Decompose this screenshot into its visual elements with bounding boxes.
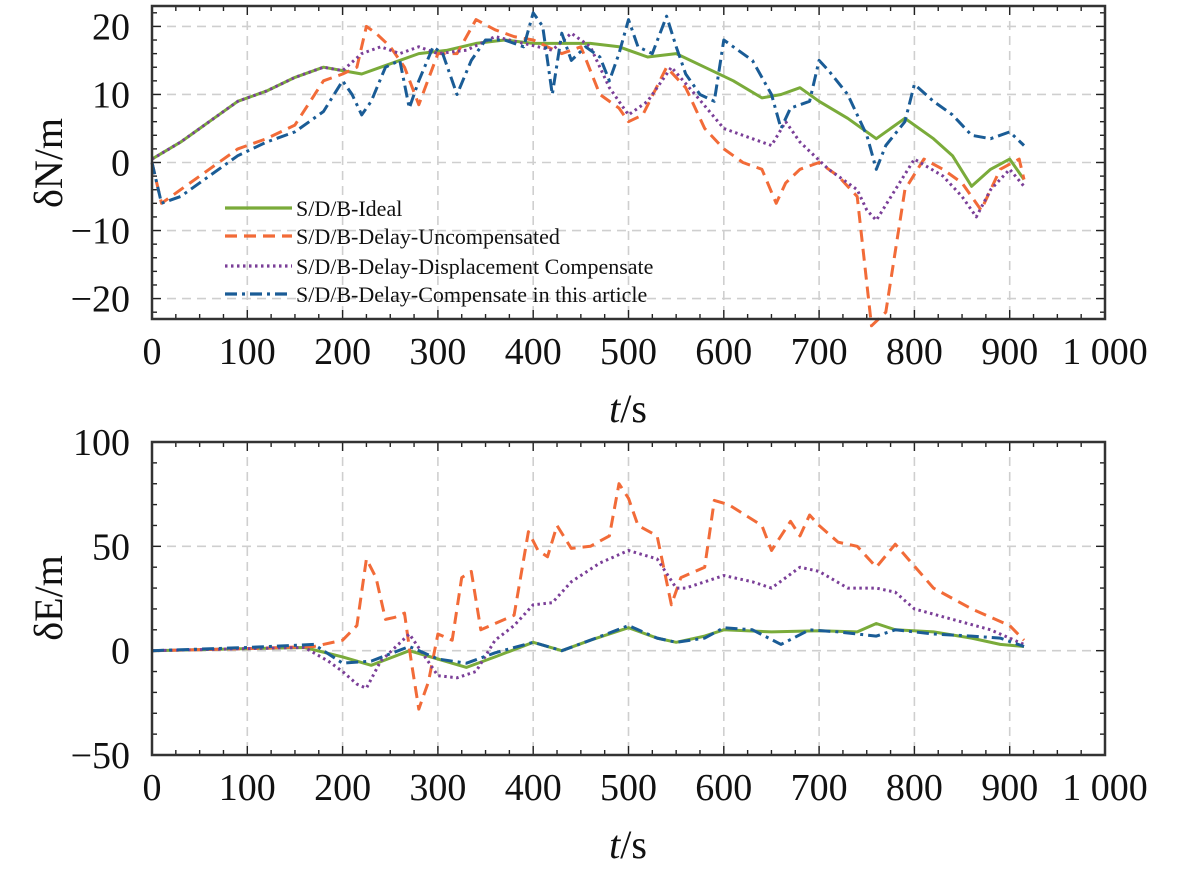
bottom-plot-frame <box>150 440 1107 757</box>
bottom-x-axis-unit: /s <box>620 822 647 867</box>
top-xtick-label: 900 <box>981 331 1038 373</box>
bottom-series <box>151 482 1026 711</box>
bottom-series-s-d-b-delay-displacement-compensate <box>151 549 1025 690</box>
top-y-tick-labels: −20 −10 0 10 20 <box>71 6 130 320</box>
legend-label-displacement: S/D/B-Delay-Displacement Compensate <box>296 254 653 279</box>
top-gridlines <box>152 6 1105 319</box>
legend: S/D/B-Ideal S/D/B-Delay-Uncompensated S/… <box>225 196 653 307</box>
bottom-xtick-label: 0 <box>143 767 162 809</box>
top-y-axis-label: δN/m <box>26 118 71 208</box>
top-ytick-label: 20 <box>92 6 130 48</box>
bottom-series-s-d-b-ideal <box>151 622 1025 669</box>
top-ytick-label: 10 <box>92 74 130 116</box>
bottom-x-axis-label: t/s <box>609 822 647 867</box>
bottom-xtick-label: 500 <box>600 767 657 809</box>
bottom-y-tick-labels: −50 0 50 100 <box>71 422 130 777</box>
panel-bottom: 0 100 200 300 400 500 600 700 800 900 1 000 −50 0 50… <box>26 422 1148 867</box>
bottom-xtick-label: 1 000 <box>1062 767 1148 809</box>
top-xtick-label: 1 000 <box>1062 331 1148 373</box>
panel-top: 0 100 200 300 400 500 600 700 800 900 1 000 −20−10… <box>26 4 1148 431</box>
bottom-xtick-label: 600 <box>695 767 752 809</box>
top-xtick-label: 800 <box>886 331 943 373</box>
bottom-ytick-label: −50 <box>71 735 130 777</box>
top-series-s-d-b-ideal <box>151 38 1026 188</box>
top-ytick-label: 0 <box>111 143 130 185</box>
top-xtick-label: 600 <box>695 331 752 373</box>
top-x-tick-labels: 0 100 200 300 400 500 600 700 800 900 1 000 <box>143 331 1148 373</box>
top-xtick-label: 500 <box>600 331 657 373</box>
bottom-xtick-label: 800 <box>886 767 943 809</box>
bottom-ytick-label: 100 <box>73 422 130 464</box>
bottom-gridlines <box>152 442 1105 755</box>
top-x-axis-unit: /s <box>620 386 647 431</box>
top-xtick-label: 700 <box>791 331 848 373</box>
bottom-ytick-label: 50 <box>92 526 130 568</box>
top-xtick-label: 300 <box>409 331 466 373</box>
top-xtick-label: 100 <box>219 331 276 373</box>
legend-label-this-article: S/D/B-Delay-Compensate in this article <box>296 282 647 307</box>
bottom-x-tick-labels: 0 100 200 300 400 500 600 700 800 900 1 000 <box>143 767 1148 809</box>
legend-label-uncompensated: S/D/B-Delay-Uncompensated <box>296 224 560 249</box>
legend-label-ideal: S/D/B-Ideal <box>296 196 402 221</box>
bottom-xtick-label: 400 <box>505 767 562 809</box>
top-xtick-label: 200 <box>314 331 371 373</box>
top-series-s-d-b-delay-uncompensated <box>150 18 1026 328</box>
top-series-s-d-b-delay-compensate-in-this-article <box>150 11 1026 205</box>
bottom-xtick-label: 900 <box>981 767 1038 809</box>
top-plot-frame <box>150 4 1107 321</box>
top-x-axis-var: t <box>609 386 621 431</box>
bottom-x-axis-var: t <box>609 822 621 867</box>
bottom-ytick-label: 0 <box>111 631 130 673</box>
top-ytick-label: −20 <box>71 279 130 321</box>
top-xtick-label: 0 <box>143 331 162 373</box>
top-ytick-label: −10 <box>71 211 130 253</box>
bottom-xtick-label: 100 <box>219 767 276 809</box>
bottom-series-s-d-b-delay-compensate-in-this-article <box>151 624 1025 665</box>
top-x-axis-label: t/s <box>609 386 647 431</box>
bottom-xtick-label: 300 <box>409 767 466 809</box>
bottom-y-axis-label: δE/m <box>26 555 71 641</box>
bottom-xtick-label: 200 <box>314 767 371 809</box>
bottom-series-s-d-b-delay-uncompensated <box>151 482 1026 711</box>
top-series <box>150 11 1026 328</box>
bottom-xtick-label: 700 <box>791 767 848 809</box>
top-xtick-label: 400 <box>505 331 562 373</box>
